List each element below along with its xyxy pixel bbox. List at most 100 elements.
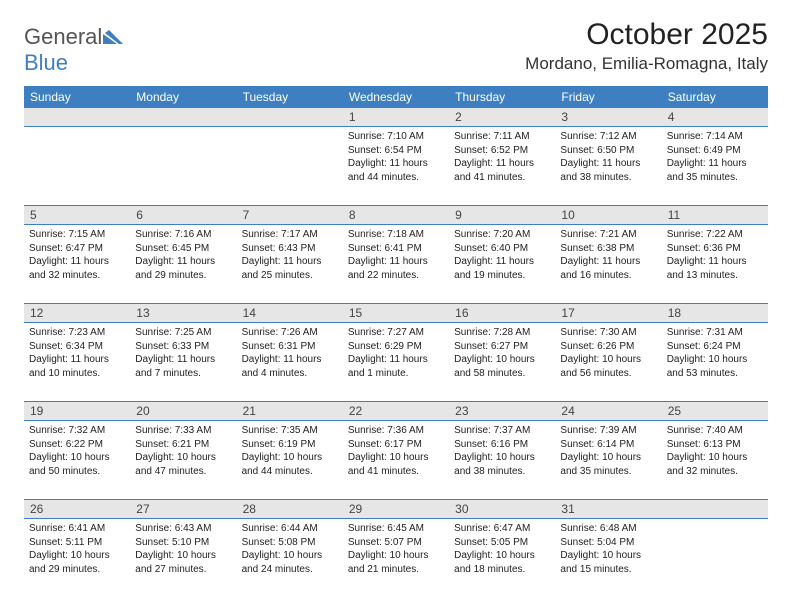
day-number: 17 [555,304,661,322]
day-number: 14 [237,304,343,322]
day-cell: Sunrise: 7:27 AMSunset: 6:29 PMDaylight:… [343,323,449,401]
sunset-text: Sunset: 6:19 PM [242,438,338,452]
sunrise-text: Sunrise: 7:16 AM [135,228,231,242]
day-number: 31 [555,500,661,518]
sunrise-text: Sunrise: 7:14 AM [667,130,763,144]
weekday-label: Wednesday [343,86,449,108]
day-number: 27 [130,500,236,518]
sunrise-text: Sunrise: 6:45 AM [348,522,444,536]
day-number: 18 [662,304,768,322]
sunset-text: Sunset: 6:29 PM [348,340,444,354]
sunrise-text: Sunrise: 7:23 AM [29,326,125,340]
logo: GeneralBlue [24,18,123,76]
daylight-text: Daylight: 11 hours and 29 minutes. [135,255,231,282]
sunset-text: Sunset: 5:10 PM [135,536,231,550]
daylight-text: Daylight: 10 hours and 21 minutes. [348,549,444,576]
day-number: 10 [555,206,661,224]
day-number-row: 567891011 [24,206,768,225]
location-text: Mordano, Emilia-Romagna, Italy [525,54,768,74]
day-number: 16 [449,304,555,322]
daylight-text: Daylight: 11 hours and 35 minutes. [667,157,763,184]
day-number: 7 [237,206,343,224]
day-cell: Sunrise: 7:40 AMSunset: 6:13 PMDaylight:… [662,421,768,499]
sunrise-text: Sunrise: 7:15 AM [29,228,125,242]
sunset-text: Sunset: 6:43 PM [242,242,338,256]
daylight-text: Daylight: 10 hours and 24 minutes. [242,549,338,576]
sunrise-text: Sunrise: 7:27 AM [348,326,444,340]
weekday-header-row: SundayMondayTuesdayWednesdayThursdayFrid… [24,86,768,108]
week-row: Sunrise: 7:10 AMSunset: 6:54 PMDaylight:… [24,127,768,206]
day-number-row: 19202122232425 [24,402,768,421]
sunset-text: Sunset: 6:31 PM [242,340,338,354]
day-cell: Sunrise: 7:17 AMSunset: 6:43 PMDaylight:… [237,225,343,303]
day-cell [662,519,768,597]
day-cell: Sunrise: 7:32 AMSunset: 6:22 PMDaylight:… [24,421,130,499]
weekday-label: Thursday [449,86,555,108]
day-cell: Sunrise: 6:43 AMSunset: 5:10 PMDaylight:… [130,519,236,597]
daylight-text: Daylight: 11 hours and 44 minutes. [348,157,444,184]
daylight-text: Daylight: 10 hours and 18 minutes. [454,549,550,576]
logo-text-blue: Blue [24,50,68,75]
sunrise-text: Sunrise: 7:17 AM [242,228,338,242]
day-cell: Sunrise: 6:48 AMSunset: 5:04 PMDaylight:… [555,519,661,597]
sunset-text: Sunset: 6:50 PM [560,144,656,158]
sunset-text: Sunset: 6:33 PM [135,340,231,354]
sunrise-text: Sunrise: 7:35 AM [242,424,338,438]
day-number: 23 [449,402,555,420]
weekday-label: Saturday [662,86,768,108]
daylight-text: Daylight: 11 hours and 19 minutes. [454,255,550,282]
day-cell: Sunrise: 6:47 AMSunset: 5:05 PMDaylight:… [449,519,555,597]
day-cell: Sunrise: 6:44 AMSunset: 5:08 PMDaylight:… [237,519,343,597]
day-number: 6 [130,206,236,224]
day-number: 24 [555,402,661,420]
calendar: SundayMondayTuesdayWednesdayThursdayFrid… [24,86,768,597]
day-cell: Sunrise: 7:11 AMSunset: 6:52 PMDaylight:… [449,127,555,205]
daylight-text: Daylight: 11 hours and 22 minutes. [348,255,444,282]
sunrise-text: Sunrise: 7:21 AM [560,228,656,242]
day-cell: Sunrise: 7:36 AMSunset: 6:17 PMDaylight:… [343,421,449,499]
day-number: 19 [24,402,130,420]
day-number: 5 [24,206,130,224]
sunrise-text: Sunrise: 7:28 AM [454,326,550,340]
sunrise-text: Sunrise: 7:26 AM [242,326,338,340]
day-cell: Sunrise: 7:28 AMSunset: 6:27 PMDaylight:… [449,323,555,401]
sunrise-text: Sunrise: 6:43 AM [135,522,231,536]
logo-text: GeneralBlue [24,24,123,76]
day-cell: Sunrise: 7:18 AMSunset: 6:41 PMDaylight:… [343,225,449,303]
sunset-text: Sunset: 6:34 PM [29,340,125,354]
header: GeneralBlue October 2025 Mordano, Emilia… [24,18,768,76]
daylight-text: Daylight: 10 hours and 41 minutes. [348,451,444,478]
sunrise-text: Sunrise: 6:48 AM [560,522,656,536]
sunrise-text: Sunrise: 7:33 AM [135,424,231,438]
day-number: 26 [24,500,130,518]
week-row: Sunrise: 7:23 AMSunset: 6:34 PMDaylight:… [24,323,768,402]
day-number: 11 [662,206,768,224]
sunset-text: Sunset: 6:26 PM [560,340,656,354]
sunrise-text: Sunrise: 7:18 AM [348,228,444,242]
sunset-text: Sunset: 6:27 PM [454,340,550,354]
day-cell: Sunrise: 7:10 AMSunset: 6:54 PMDaylight:… [343,127,449,205]
sunset-text: Sunset: 5:04 PM [560,536,656,550]
week-row: Sunrise: 7:32 AMSunset: 6:22 PMDaylight:… [24,421,768,500]
sunset-text: Sunset: 6:38 PM [560,242,656,256]
day-cell: Sunrise: 6:41 AMSunset: 5:11 PMDaylight:… [24,519,130,597]
sunset-text: Sunset: 6:13 PM [667,438,763,452]
day-number: 12 [24,304,130,322]
daylight-text: Daylight: 11 hours and 1 minute. [348,353,444,380]
logo-text-general: General [24,24,102,49]
daylight-text: Daylight: 10 hours and 44 minutes. [242,451,338,478]
day-cell [130,127,236,205]
day-cell [237,127,343,205]
day-cell: Sunrise: 7:21 AMSunset: 6:38 PMDaylight:… [555,225,661,303]
daylight-text: Daylight: 10 hours and 35 minutes. [560,451,656,478]
sunrise-text: Sunrise: 7:22 AM [667,228,763,242]
sunset-text: Sunset: 6:17 PM [348,438,444,452]
daylight-text: Daylight: 11 hours and 13 minutes. [667,255,763,282]
daylight-text: Daylight: 10 hours and 32 minutes. [667,451,763,478]
day-number-row: ...1234 [24,108,768,127]
daylight-text: Daylight: 11 hours and 10 minutes. [29,353,125,380]
day-number: 21 [237,402,343,420]
day-number: 28 [237,500,343,518]
page-title: October 2025 [525,18,768,52]
sunset-text: Sunset: 6:45 PM [135,242,231,256]
